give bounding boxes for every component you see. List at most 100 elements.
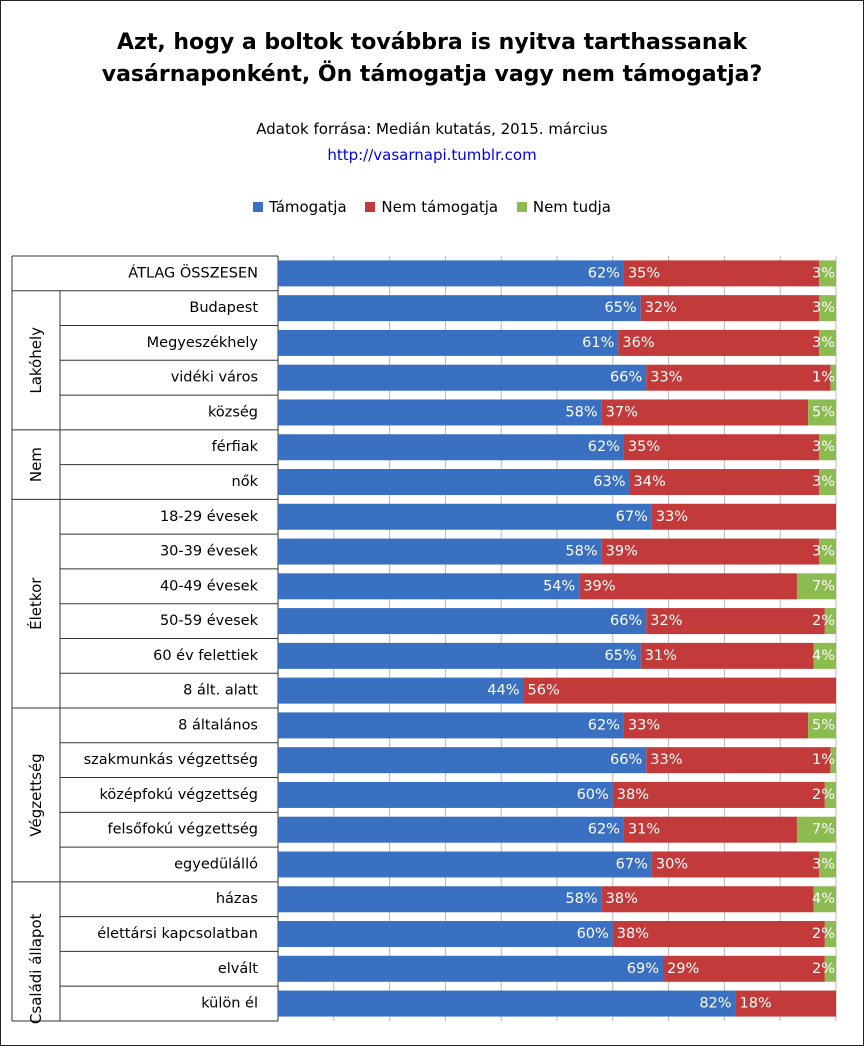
data-label-unknown: 2% [812,961,835,977]
data-label-oppose: 32% [645,300,677,316]
data-label-unknown: 1% [812,752,835,768]
bar-oppose [623,712,809,739]
bar-unknown [819,295,836,322]
data-label-oppose: 38% [606,891,638,907]
chart-title-line2: vasárnaponként, Ön támogatja vagy nem tá… [101,62,763,87]
category-label: 8 általános [178,717,258,733]
data-label-support: 62% [588,265,620,281]
bar-oppose [523,677,836,704]
data-label-oppose: 33% [628,717,660,733]
bar-oppose [623,434,820,461]
bar-support [278,573,580,600]
bar-support [278,921,613,948]
bar-oppose [663,955,825,982]
data-label-oppose: 38% [617,926,649,942]
bar-oppose [612,781,825,808]
data-label-oppose: 37% [606,404,638,420]
data-label-oppose: 35% [628,439,660,455]
data-label-oppose: 29% [667,961,699,977]
data-label-unknown: 3% [812,335,835,351]
data-label-unknown: 1% [812,370,835,386]
bar-support [278,608,647,635]
data-label-unknown: 7% [812,578,835,594]
bar-oppose [579,573,797,600]
category-label: házas [216,891,258,907]
data-label-oppose: 31% [645,648,677,664]
data-label-support: 62% [588,822,620,838]
data-label-unknown: 7% [812,822,835,838]
data-label-unknown: 3% [812,300,835,316]
data-label-unknown: 4% [812,891,835,907]
data-label-oppose: 38% [617,787,649,803]
bar-support [278,990,736,1017]
bar-unknown [824,608,836,635]
legend-swatch-oppose [365,202,376,212]
category-label: szakmunkás végzettség [84,752,258,768]
data-label-unknown: 3% [812,439,835,455]
bar-support [278,503,652,530]
data-label-support: 67% [616,856,648,872]
legend-label-oppose: Nem támogatja [381,198,499,216]
bar-unknown [796,816,836,843]
data-label-unknown: 5% [812,404,835,420]
bar-unknown [819,434,836,461]
data-label-oppose: 33% [650,370,682,386]
data-label-unknown: 3% [812,474,835,490]
bar-support [278,712,624,739]
data-label-unknown: 4% [812,648,835,664]
data-label-oppose: 31% [628,822,660,838]
bar-oppose [601,538,820,565]
data-label-unknown: 2% [812,926,835,942]
bar-support [278,677,524,704]
data-label-oppose: 39% [583,578,615,594]
bar-support [278,260,624,287]
bar-support [278,642,641,669]
bar-support [278,816,624,843]
data-label-unknown: 3% [812,856,835,872]
bar-oppose [640,642,814,669]
bar-unknown [813,886,836,913]
bar-oppose [612,921,825,948]
bar-unknown [830,747,836,774]
data-label-support: 60% [577,787,609,803]
data-label-support: 62% [588,717,620,733]
legend-swatch-support [253,202,264,212]
bar-oppose [623,816,797,843]
data-label-support: 63% [593,474,625,490]
bar-unknown [819,329,836,356]
bar-oppose [623,260,820,287]
category-label: 60 év felettiek [153,648,258,664]
bar-oppose [651,503,836,530]
bar-support [278,955,664,982]
data-label-oppose: 33% [650,752,682,768]
bar-support [278,469,630,496]
source-link[interactable]: http://vasarnapi.tumblr.com [327,146,537,164]
bar-support [278,295,641,322]
bar-oppose [618,329,820,356]
bar-unknown [819,469,836,496]
bar-unknown [819,851,836,878]
data-label-support: 58% [565,544,597,560]
category-label: vidéki város [171,370,258,386]
bar-oppose [601,886,814,913]
bar-oppose [651,851,820,878]
bar-unknown [824,955,836,982]
category-label: 18-29 évesek [160,509,259,525]
data-label-support: 67% [616,509,648,525]
data-label-support: 69% [627,961,659,977]
category-label: felsőfokú végzettség [108,822,259,838]
bar-unknown [824,781,836,808]
data-label-oppose: 36% [622,335,654,351]
data-label-support: 66% [610,370,642,386]
bar-oppose [601,399,809,426]
bar-support [278,781,613,808]
group-label: Végzettség [27,753,45,836]
bar-oppose [646,364,831,391]
data-label-oppose: 56% [528,683,560,699]
bar-support [278,538,602,565]
category-label: Budapest [189,300,258,316]
category-label: élettársi kapcsolatban [97,926,258,942]
group-label: Lakóhely [27,327,45,394]
data-label-oppose: 30% [656,856,688,872]
data-label-support: 60% [577,926,609,942]
